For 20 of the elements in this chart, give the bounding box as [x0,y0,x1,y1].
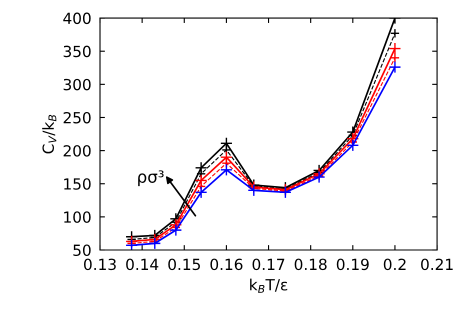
x-tick-label: 0.2 [384,258,406,270]
x-tick-label: 0.21 [421,258,453,270]
x-axis-title: k$_{B}$T/ε [250,278,288,293]
y-tick-label: 50 [73,244,91,256]
y-tick-label: 100 [64,211,91,223]
y-tick-label: 250 [64,112,91,124]
x-tick-label: 0.16 [210,258,242,270]
x-tick-label: 0.13 [84,258,116,270]
x-tick-label: 0.19 [336,258,369,270]
y-tick-label: 150 [64,178,91,190]
y-tick-label: 200 [64,145,91,157]
y-axis-title: C$_{V}$/k$_{B}$ [42,114,56,154]
x-tick-label: 0.17 [252,258,284,270]
y-tick-label: 300 [64,78,91,90]
x-tick-label: 0.18 [294,258,327,270]
x-tick-label: 0.15 [168,258,200,270]
x-tick-label: 0.14 [126,258,158,270]
y-tick-label: 350 [64,46,91,58]
y-tick-label: 400 [63,12,91,24]
annotation: ρσ³ [138,170,164,186]
